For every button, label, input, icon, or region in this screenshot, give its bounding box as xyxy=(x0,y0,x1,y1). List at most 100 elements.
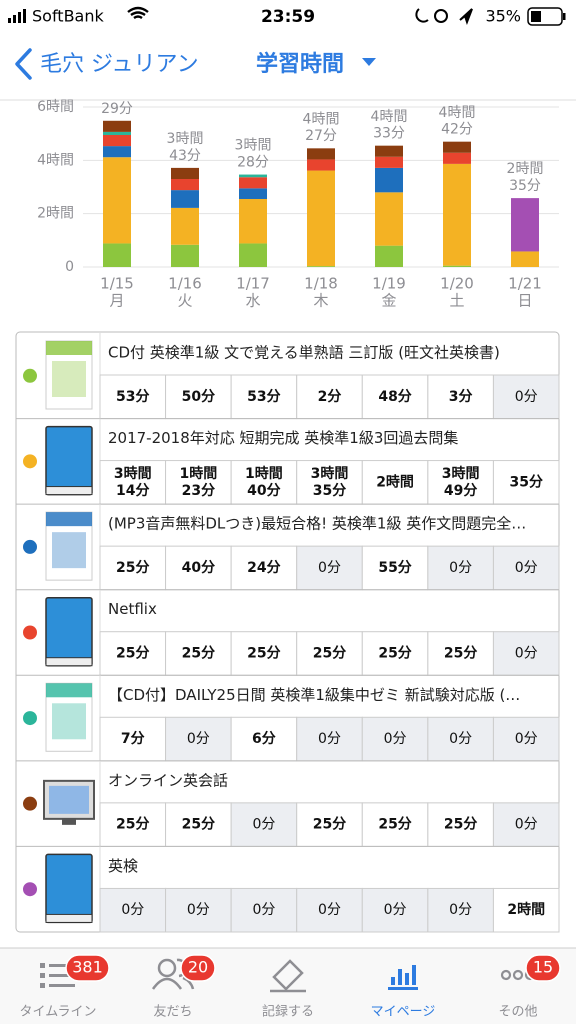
tab-icon xyxy=(388,987,418,990)
bar-segment xyxy=(511,198,539,252)
weekday-label: 火 xyxy=(177,292,192,310)
time-cell xyxy=(427,887,494,933)
book-title: (MP3音声無料DLつき)最短合格! 英検準1級 英作文問題完全… xyxy=(108,515,526,533)
book-icon xyxy=(45,596,93,667)
time-cell-label: 0分 xyxy=(449,560,472,576)
bar-segment xyxy=(171,179,199,191)
time-cell-label: 0分 xyxy=(318,902,341,918)
tab-icon xyxy=(49,984,75,987)
time-cell xyxy=(492,716,560,762)
time-cell xyxy=(492,545,560,591)
nav-title[interactable]: 学習時間 xyxy=(256,51,344,77)
tab-label[interactable]: 友だち xyxy=(153,1004,192,1020)
time-cell-label: 0分 xyxy=(187,731,210,747)
time-cell-label: 48分 xyxy=(378,389,411,405)
time-cell-label: 25分 xyxy=(182,817,215,833)
tab[interactable]: タイムライン 381 xyxy=(19,954,110,1020)
tv-icon-screen xyxy=(49,785,89,814)
time-cell-label: 53分 xyxy=(247,389,280,405)
tab-icon xyxy=(157,958,177,978)
time-cell-label: 0分 xyxy=(515,560,538,576)
y-tick-label: 0 xyxy=(65,259,74,275)
time-cell-label: 0分 xyxy=(252,817,275,833)
time-cell-label: 2分 xyxy=(318,389,342,405)
wifi-icon xyxy=(127,6,149,19)
book-title: CD付 英検準1級 文で覚える単熟語 三訂版 (旺文社英検書) xyxy=(108,344,500,362)
chart: 0 2時間 4時間 6時間 1/15月 29分 1/16火 3時間 43分 1/17水 3時間 28分… xyxy=(37,99,559,310)
bar-segment xyxy=(171,244,199,267)
tab[interactable]: 記録する xyxy=(262,959,314,1020)
tab-icon xyxy=(49,964,75,967)
total-label: 4時間 33分 xyxy=(371,109,408,142)
total-label: 4時間 42分 xyxy=(439,105,476,138)
time-cell-label: 0分 xyxy=(515,389,538,405)
time-cell xyxy=(165,460,232,505)
bar-segment xyxy=(103,135,131,147)
time-cell-label: 6分 xyxy=(252,731,276,747)
tab-label[interactable]: 記録する xyxy=(262,1004,314,1020)
time-cell-label: 1時間 40分 xyxy=(245,465,283,499)
time-cell-label: 0分 xyxy=(187,902,210,918)
book-title: 英検 xyxy=(108,857,138,875)
battery-level xyxy=(531,11,541,22)
bar-segment xyxy=(307,266,335,267)
bar-segment xyxy=(171,167,199,179)
bar-segment xyxy=(511,251,539,267)
time-cell-label: 40分 xyxy=(182,560,215,576)
status-icons xyxy=(415,8,473,25)
bar-segment xyxy=(443,141,471,153)
book-icon-spine xyxy=(45,913,93,923)
time-cell xyxy=(99,887,167,933)
signal xyxy=(8,9,26,23)
back-arrow[interactable] xyxy=(15,48,32,80)
book-title: オンライン英会話 xyxy=(108,771,228,789)
legend-dot xyxy=(23,454,37,469)
badge-count: 20 xyxy=(188,958,208,977)
time-cell xyxy=(230,887,298,933)
legend-dot xyxy=(23,711,37,726)
time-cell-label: 24分 xyxy=(247,560,280,576)
time-cell-label: 0分 xyxy=(384,902,407,918)
time-cell xyxy=(165,716,232,762)
dropdown-arrow[interactable] xyxy=(362,58,376,66)
battery-tip xyxy=(563,13,566,20)
tab[interactable]: マイページ xyxy=(371,965,436,1020)
bar-segment xyxy=(171,207,199,245)
time-cell xyxy=(427,631,494,676)
tab-icon xyxy=(391,977,395,985)
tab-label[interactable]: タイムライン xyxy=(19,1005,96,1020)
tab-icon xyxy=(40,963,45,968)
total-label: 29分 xyxy=(101,101,133,117)
bar-segment xyxy=(443,265,471,267)
tv-icon-stand xyxy=(62,818,76,825)
time-cell xyxy=(361,374,429,420)
bar-segment xyxy=(375,245,403,267)
time-cell-label: 25分 xyxy=(247,646,280,662)
time-cell-label: 25分 xyxy=(378,646,411,662)
bar-segment xyxy=(375,192,403,246)
time-cell xyxy=(165,374,232,420)
bar-segment xyxy=(103,120,131,132)
bar-segment xyxy=(443,152,471,164)
bar-segment xyxy=(307,170,335,267)
tab[interactable]: その他 15 xyxy=(498,954,561,1020)
time-cell-label: 0分 xyxy=(318,560,341,576)
badge xyxy=(65,954,110,982)
x-tick-label: 1/20 xyxy=(440,275,474,293)
carrier: SoftBank xyxy=(32,7,104,26)
tab[interactable]: 友だち 20 xyxy=(151,954,216,1020)
time-cell-label: 0分 xyxy=(121,902,144,918)
time-cell-label: 25分 xyxy=(444,817,477,833)
tab-label[interactable]: マイページ xyxy=(371,1005,436,1020)
weekday-label: 金 xyxy=(381,292,396,310)
time-cell xyxy=(296,460,363,505)
time-cell xyxy=(296,802,363,847)
weekday-label: 土 xyxy=(449,292,464,310)
bar-segment xyxy=(375,167,403,193)
book-icon-spine xyxy=(45,657,93,667)
tab-label[interactable]: その他 xyxy=(498,1005,537,1020)
back-button[interactable]: 毛穴 ジュリアン xyxy=(40,52,199,77)
time-cell xyxy=(99,374,167,420)
time-cell xyxy=(492,631,560,676)
